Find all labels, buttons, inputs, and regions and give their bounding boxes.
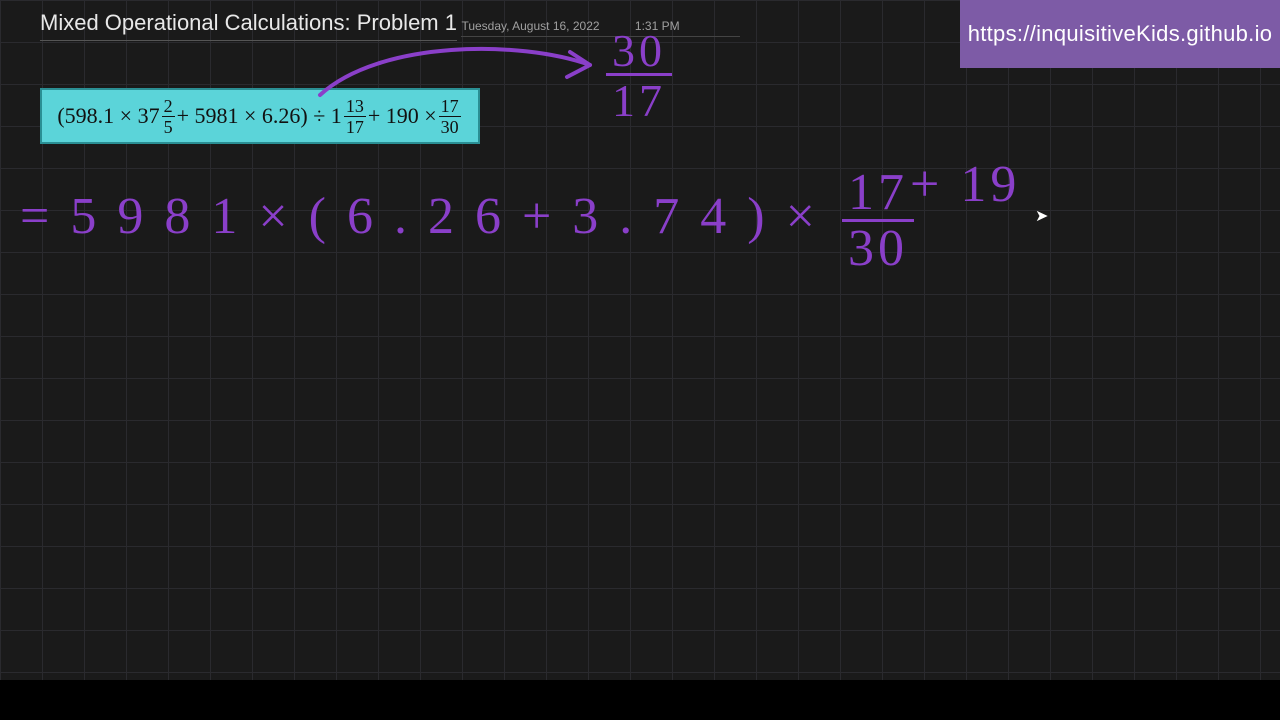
url-text: https://inquisitiveKids.github.io — [968, 21, 1273, 47]
handwriting-step-left: = 5 9 8 1 × ( 6 . 2 6 + 3 . 7 4 ) × 17 3… — [20, 170, 920, 273]
page-title: Mixed Operational Calculations: Problem … — [40, 10, 457, 41]
url-badge: https://inquisitiveKids.github.io — [960, 0, 1280, 68]
problem-expression: (598.1 × 37 2 5 + 5981 × 6.26) ÷ 1 13 17… — [40, 88, 480, 144]
bottom-letterbox — [0, 680, 1280, 720]
handwriting-step-right: + 19 — [910, 155, 1020, 214]
problem-part: + 190 × — [368, 103, 437, 129]
problem-part: (598.1 × 37 — [57, 103, 159, 129]
handwriting-frac: 17 30 — [842, 170, 914, 273]
page-date: Tuesday, August 16, 2022 — [461, 19, 599, 33]
problem-part: + 5981 × 6.26) ÷ 1 — [177, 103, 342, 129]
handwriting-reciprocal: 30 17 — [600, 30, 678, 122]
problem-frac-1: 2 5 — [162, 97, 175, 136]
problem-frac-3: 17 30 — [439, 97, 461, 136]
problem-frac-2: 13 17 — [344, 97, 366, 136]
